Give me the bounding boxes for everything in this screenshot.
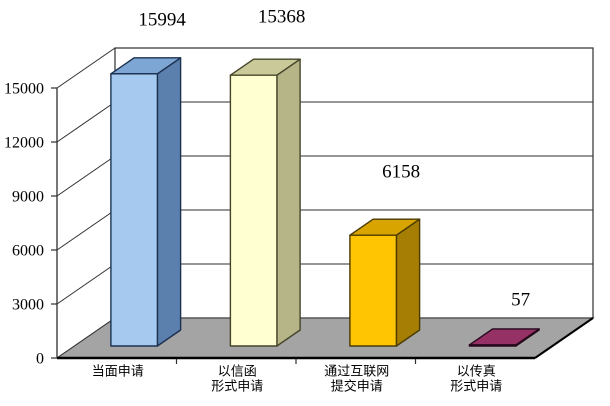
- bar-通过互联网提交申请: 6158: [349, 162, 421, 347]
- y-tick-label: 9000: [12, 189, 44, 206]
- floor: [55, 317, 595, 364]
- y-tick-label: 0: [36, 351, 44, 368]
- side-wall-gridline: [56, 155, 116, 197]
- side-wall-gridline: [56, 47, 116, 89]
- bar-以传真形式申请: 57: [468, 289, 540, 347]
- bar-front-face: [349, 234, 398, 347]
- bar-side-face: [395, 218, 421, 347]
- side-wall-gridline: [56, 263, 116, 305]
- bar-value-label: 15368: [258, 7, 306, 28]
- y-tick-label: 15000: [4, 81, 44, 98]
- floor-right-edge: [534, 317, 594, 359]
- category-label: 形式申请: [211, 379, 263, 394]
- category-label: 提交申请: [331, 379, 383, 394]
- bar-value-label: 6158: [382, 162, 420, 183]
- bar-side-face: [276, 58, 301, 347]
- category-label: 通过互联网: [324, 364, 389, 379]
- bar-value-label: 57: [511, 289, 530, 310]
- bar-value-label: 15994: [138, 9, 186, 30]
- category-label: 以传真: [457, 364, 496, 379]
- y-tick-label: 6000: [12, 243, 44, 260]
- category-label: 以信函: [218, 364, 257, 379]
- bar-front-face: [468, 344, 517, 347]
- bar-side-face: [156, 57, 182, 347]
- side-wall-gridline: [56, 209, 116, 251]
- side-wall-gridline: [56, 101, 116, 143]
- y-tick-label: 3000: [12, 297, 44, 314]
- y-tick-label: 12000: [4, 135, 44, 152]
- bar-当面申请: 15994: [110, 9, 186, 347]
- bar-front-face: [229, 74, 278, 347]
- bar-front-face: [110, 73, 159, 347]
- category-label: 形式申请: [450, 379, 502, 394]
- category-label: 当面申请: [92, 364, 144, 379]
- bar-以信函形式申请: 15368: [229, 7, 306, 347]
- y-axis: 0 3000 6000 9000 12000 15000: [4, 47, 116, 368]
